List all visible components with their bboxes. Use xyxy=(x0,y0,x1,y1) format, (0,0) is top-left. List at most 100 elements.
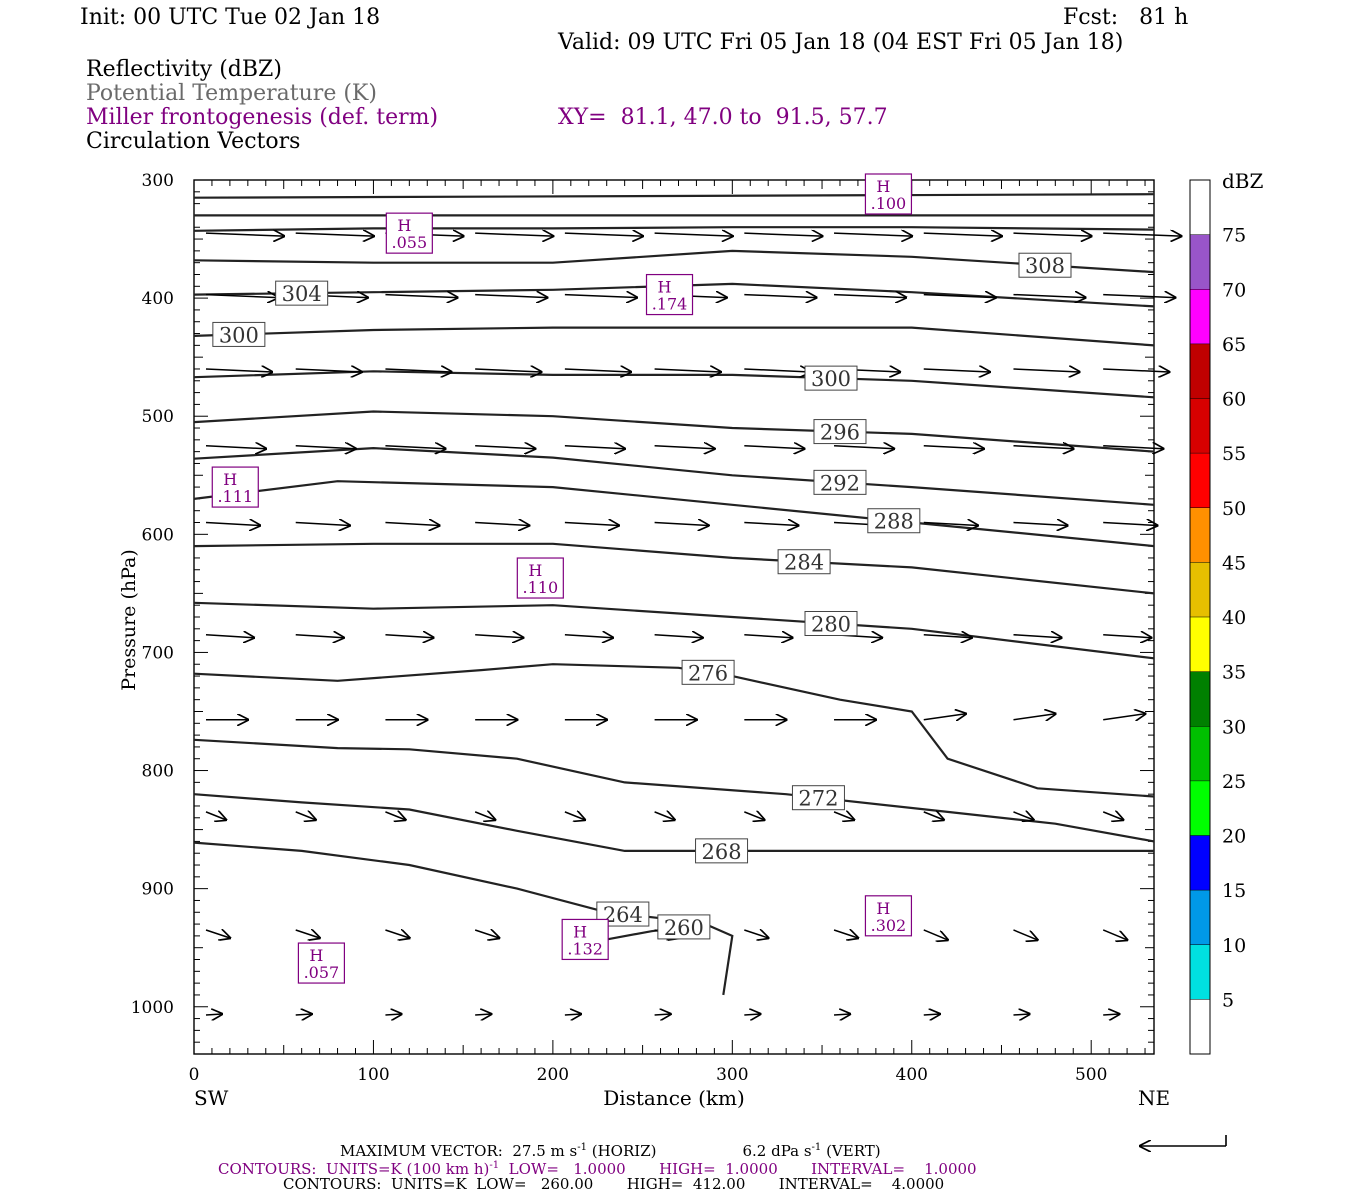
contours1-exp: -1 xyxy=(489,1160,500,1171)
colorbar-segment xyxy=(1190,507,1210,563)
y-tick-label: 400 xyxy=(142,289,174,309)
circulation-vector xyxy=(1103,233,1181,236)
contour-label: 280 xyxy=(811,612,851,636)
theta-contour xyxy=(193,370,1155,399)
circulation-vector xyxy=(295,446,356,449)
high-marker-box xyxy=(561,918,609,961)
colorbar-label: 55 xyxy=(1222,443,1246,465)
high-marker-box xyxy=(211,466,259,508)
colorbar-segment xyxy=(1190,944,1210,1000)
footer-contours-fronto: CONTOURS: UNITS=K (100 km h)-1 LOW= 1.00… xyxy=(218,1157,977,1178)
contour-label: 268 xyxy=(702,840,742,864)
contour-labels: 260 264 268 272 276 280 284 288 292 296 300 300 304 3… xyxy=(212,252,1072,940)
reference-vector xyxy=(1140,1135,1227,1146)
field-theta: Potential Temperature (K) xyxy=(86,81,377,106)
contour-label-box xyxy=(813,419,867,445)
circulation-vector xyxy=(654,812,675,820)
circulation-vector xyxy=(744,446,804,449)
circulation-vector xyxy=(923,233,1002,236)
max-vector-horiz-suffix: (HORIZ) xyxy=(586,1142,657,1160)
high-marker-value: .111 xyxy=(217,487,253,506)
colorbar-label: 60 xyxy=(1222,389,1246,411)
y-axis-label: Pressure (hPa) xyxy=(118,549,140,691)
y-tick-label: 600 xyxy=(142,525,174,545)
circulation-vector xyxy=(475,369,541,372)
colorbar-segment xyxy=(1190,453,1210,508)
contour-label: 272 xyxy=(798,787,838,811)
contour-label-box xyxy=(804,610,858,636)
y-tick-label: 700 xyxy=(142,643,174,663)
circulation-vector xyxy=(1102,812,1123,820)
circulation-vector xyxy=(923,714,966,720)
footer-max-vector: MAXIMUM VECTOR: 27.5 m s-1 (HORIZ) 6.2 dP… xyxy=(340,1139,881,1160)
colorbar-segment xyxy=(1190,780,1210,836)
high-marker-letter: H xyxy=(223,470,237,489)
contour-label: 260 xyxy=(664,916,704,940)
high-marker-box xyxy=(516,557,564,599)
theta-contour xyxy=(193,542,1155,595)
circulation-vector xyxy=(385,295,457,298)
circulation-vector xyxy=(564,812,585,820)
x-axis-label: Distance (km) xyxy=(603,1086,745,1110)
contour-label: 296 xyxy=(820,421,860,445)
circulation-vector xyxy=(295,233,374,236)
contour-label-box xyxy=(813,469,867,495)
forecast-hour: Fcst: 81 h xyxy=(1063,5,1189,30)
x-tick-label: 400 xyxy=(896,1065,928,1085)
colorbar-label: 20 xyxy=(1222,826,1246,848)
circulation-vector xyxy=(833,446,894,449)
circulation-vector xyxy=(834,295,906,298)
colorbar-segment xyxy=(1190,398,1210,454)
plot-frame: 300 400 500 600 700 800 900 1000 0 100 200 300 400 50… xyxy=(131,171,1155,1085)
circulation-vector xyxy=(474,812,495,820)
field-vectors: Circulation Vectors xyxy=(86,129,301,154)
circulation-vector xyxy=(744,812,764,820)
colorbar-segment xyxy=(1190,890,1210,945)
max-vector-vert-suffix: (VERT) xyxy=(821,1142,881,1160)
ne-label: NE xyxy=(1138,1086,1170,1110)
circulation-vector xyxy=(475,1014,491,1015)
y-tick-label: 900 xyxy=(142,880,174,900)
circulation-vector xyxy=(564,635,613,638)
circulation-vector xyxy=(654,635,703,638)
y-tick-label: 1000 xyxy=(131,998,174,1018)
theta-contour xyxy=(193,326,1155,347)
circulation-vector xyxy=(744,523,798,526)
colorbar-segment xyxy=(1190,234,1210,290)
theta-contours xyxy=(193,193,1155,996)
contour-label-box xyxy=(1018,252,1072,278)
x-tick-label: 300 xyxy=(716,1065,748,1085)
high-marker-box xyxy=(297,942,346,984)
circulation-vector xyxy=(654,233,733,236)
circulation-vector xyxy=(1013,929,1037,940)
circulation-vector xyxy=(923,812,944,820)
contour-label: 292 xyxy=(820,471,860,495)
contour-label-box xyxy=(695,838,749,864)
x-tick-label: 100 xyxy=(357,1065,389,1085)
theta-contour xyxy=(193,249,1155,274)
circulation-vector xyxy=(1013,446,1073,449)
circulation-vector xyxy=(1102,929,1127,940)
max-vector-horiz: MAXIMUM VECTOR: 27.5 m s xyxy=(340,1142,578,1160)
theta-contour xyxy=(193,226,1155,232)
circulation-vector xyxy=(1013,233,1091,236)
circulation-vector xyxy=(385,523,439,526)
theta-contour xyxy=(193,480,1155,548)
colorbar-label: 10 xyxy=(1222,935,1246,957)
circulation-vector xyxy=(1103,635,1151,638)
circulation-vector xyxy=(564,446,625,449)
contour-label-box xyxy=(867,508,921,534)
circulation-vector xyxy=(475,635,523,638)
circulation-vector xyxy=(295,930,320,938)
contour-label: 284 xyxy=(784,551,824,575)
circulation-vector xyxy=(1013,635,1061,638)
colorbar-segment xyxy=(1190,562,1210,617)
circulation-vector xyxy=(654,523,709,526)
contour-label: 308 xyxy=(1025,254,1065,278)
colorbar-segment xyxy=(1190,343,1210,399)
sw-label: SW xyxy=(194,1086,229,1110)
contour-label-box xyxy=(791,785,845,811)
colorbar-label: 15 xyxy=(1222,880,1246,902)
